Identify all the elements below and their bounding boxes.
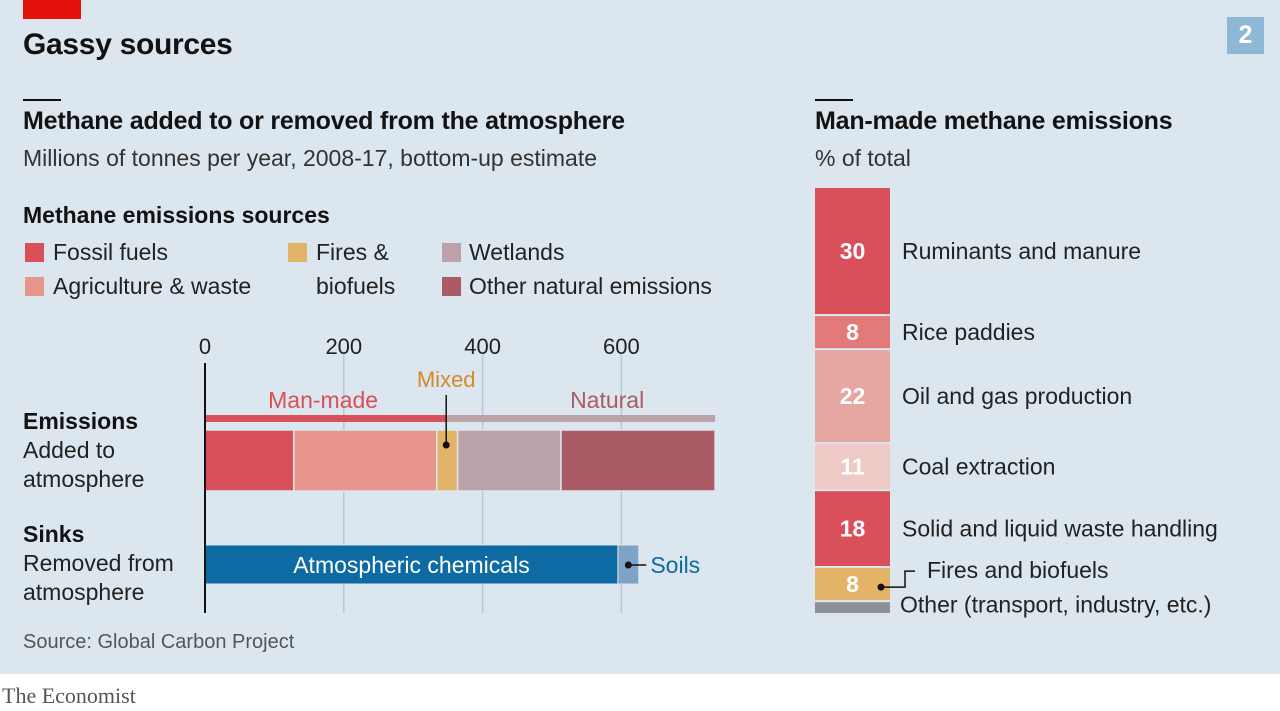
segment-label-other-transport-industry-etc: Other (transport, industry, etc.) xyxy=(900,592,1211,618)
emissions-bar-fires-biofuels xyxy=(436,429,459,492)
group-bracket-man-made xyxy=(205,415,448,422)
man-made-emissions-chart: 30 8 22 11 18 8 Ruminants and manure Rice paddi… xyxy=(813,186,1218,618)
left-chart-subtitle: Millions of tonnes per year, 2008-17, bo… xyxy=(23,145,598,171)
sinks-row-desc-1: Removed from xyxy=(23,550,174,576)
fires-leader-line xyxy=(881,570,915,588)
left-title-rule xyxy=(23,99,61,101)
segment-value-oil-and-gas-production: 22 xyxy=(840,383,866,409)
legend-label-fires-line2: biofuels xyxy=(316,273,396,299)
mixed-leader-dot xyxy=(442,441,450,449)
legend-swatch-other-natural xyxy=(442,277,461,296)
sinks-label-atmospheric: Atmospheric chemicals xyxy=(293,552,529,578)
legend-swatch-wetlands xyxy=(442,243,461,262)
x-tick-label: 0 xyxy=(199,334,211,359)
segment-value-rice-paddies: 8 xyxy=(846,319,859,345)
segment-value-coal-extraction: 11 xyxy=(840,454,865,480)
segment-label-fires-and-biofuels: Fires and biofuels xyxy=(927,557,1109,583)
x-tick-label: 600 xyxy=(603,334,640,359)
emissions-bar-wetlands xyxy=(456,429,562,492)
group-bracket-natural xyxy=(447,415,716,422)
chart-panel: Gassy sources 2 Methane added to or remo… xyxy=(0,0,1280,674)
sinks-row-title: Sinks xyxy=(23,521,85,547)
segment-solid-and-liquid-waste-handling xyxy=(813,489,892,569)
legend-label-fires-line1: Fires & xyxy=(316,239,389,265)
methane-budget-chart: 0 200 400 600 Man-made Natural Mixed Atmospheri… xyxy=(199,334,716,613)
emissions-bar-other-natural xyxy=(560,429,716,492)
x-tick-label: 200 xyxy=(325,334,362,359)
source-note: Source: Global Carbon Project xyxy=(23,631,295,653)
left-chart-title: Methane added to or removed from the atm… xyxy=(23,107,625,135)
emissions-row-title: Emissions xyxy=(23,408,139,434)
chart-number-badge: 2 xyxy=(1227,17,1264,54)
legend-label-wetlands: Wetlands xyxy=(469,239,565,265)
segment-label-ruminants-and-manure: Ruminants and manure xyxy=(902,238,1141,264)
segment-fires-and-biofuels xyxy=(813,566,892,603)
segment-value-solid-and-liquid-waste-handling: 18 xyxy=(840,516,866,542)
right-chart-subtitle: % of total xyxy=(815,145,911,171)
segment-label-oil-and-gas-production: Oil and gas production xyxy=(902,383,1132,409)
label-man-made: Man-made xyxy=(268,387,378,413)
economist-brand: The Economist xyxy=(2,683,136,708)
legend-title: Methane emissions sources xyxy=(23,202,330,228)
emissions-row-label: Emissions Added to atmosphere xyxy=(23,407,144,494)
segment-label-rice-paddies: Rice paddies xyxy=(902,319,1035,345)
brand-red-tag xyxy=(23,0,81,19)
legend-label-agriculture: Agriculture & waste xyxy=(53,273,252,299)
segment-label-coal-extraction: Coal extraction xyxy=(902,454,1055,480)
segment-ruminants-and-manure xyxy=(813,186,892,317)
x-tick-label: 400 xyxy=(464,334,501,359)
segment-coal-extraction xyxy=(813,442,892,492)
sinks-row-label: Sinks Removed from atmosphere xyxy=(23,520,174,607)
legend-label-fossil: Fossil fuels xyxy=(53,239,169,265)
legend-swatch-fires xyxy=(288,243,307,262)
segment-value-fires-and-biofuels: 8 xyxy=(846,571,859,597)
emissions-bar-fossil-fuels xyxy=(204,429,295,492)
legend-swatch-agriculture xyxy=(25,277,44,296)
legend-label-other-natural: Other natural emissions xyxy=(469,273,712,299)
sinks-label-soils: Soils xyxy=(650,552,700,578)
segment-label-solid-and-liquid-waste-handling: Solid and liquid waste handling xyxy=(902,516,1218,542)
emissions-bar-agriculture-waste xyxy=(293,429,438,492)
right-title-rule xyxy=(815,99,853,101)
page-title: Gassy sources xyxy=(23,28,233,61)
segment-other-transport-industry-etc xyxy=(813,600,892,616)
sinks-row-desc-2: atmosphere xyxy=(23,579,145,605)
segment-rice-paddies xyxy=(813,314,892,351)
label-natural: Natural xyxy=(570,387,644,413)
right-chart-title: Man-made methane emissions xyxy=(815,107,1173,135)
emissions-row-desc-2: atmosphere xyxy=(23,466,145,492)
label-mixed: Mixed xyxy=(417,367,476,392)
sinks-bar-atmospheric-chemicals xyxy=(204,544,619,585)
emissions-row-desc-1: Added to xyxy=(23,437,116,463)
segment-value-ruminants-and-manure: 30 xyxy=(840,238,866,264)
legend-swatch-fossil xyxy=(25,243,44,262)
